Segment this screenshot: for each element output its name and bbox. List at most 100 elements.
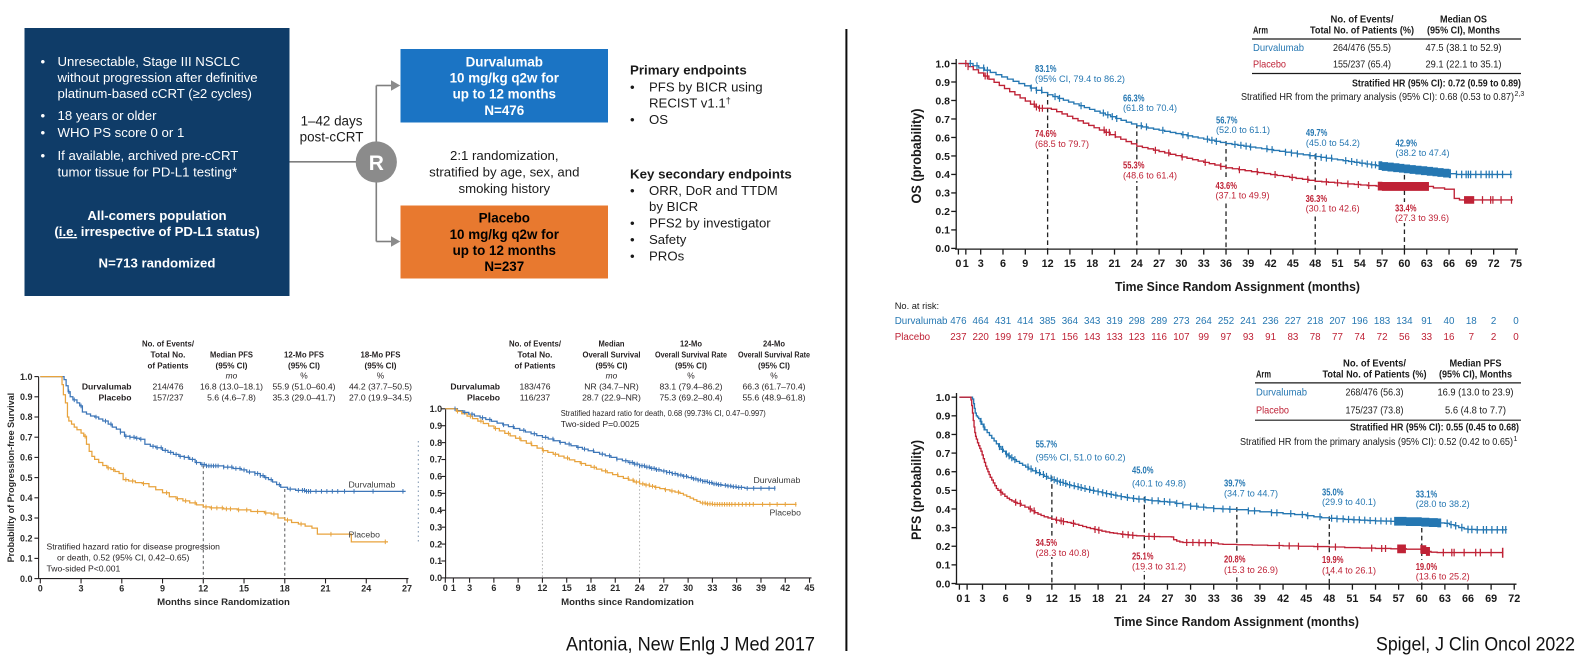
svg-text:WHO PS score 0 or 1: WHO PS score 0 or 1	[58, 125, 185, 140]
svg-text:0.6: 0.6	[936, 467, 951, 479]
svg-text:93: 93	[1243, 332, 1254, 343]
svg-text:(68.5 to 79.7): (68.5 to 79.7)	[1035, 138, 1089, 149]
svg-text:39: 39	[1254, 593, 1266, 605]
svg-text:143: 143	[1084, 332, 1101, 343]
svg-text:N=237: N=237	[484, 259, 524, 274]
svg-text:0.0: 0.0	[20, 574, 33, 584]
svg-text:27: 27	[1161, 593, 1173, 605]
svg-text:9: 9	[1022, 258, 1028, 270]
svg-text:Stratified hazard ratio for de: Stratified hazard ratio for death, 0.68 …	[561, 408, 766, 418]
svg-text:Two-sided P=0.0025: Two-sided P=0.0025	[561, 419, 640, 429]
svg-text:35.0%: 35.0%	[1322, 487, 1344, 498]
svg-text:Placebo: Placebo	[467, 392, 500, 402]
svg-text:0.9: 0.9	[935, 77, 950, 89]
svg-text:83: 83	[1287, 332, 1298, 343]
svg-text:20.8%: 20.8%	[1224, 555, 1246, 566]
svg-text:72: 72	[1508, 593, 1520, 605]
svg-text:Total No.: Total No.	[151, 349, 186, 359]
svg-text:Probability of Progression-fre: Probability of Progression-free Survival	[6, 393, 16, 563]
svg-text:36: 36	[732, 583, 742, 593]
svg-text:42: 42	[1265, 258, 1277, 270]
svg-text:stratified by age, sex, and: stratified by age, sex, and	[429, 165, 579, 180]
svg-text:Stratified HR (95% CI): 0.55 (: Stratified HR (95% CI): 0.55 (0.45 to 0.…	[1350, 423, 1519, 434]
svg-text:24: 24	[1138, 593, 1150, 605]
svg-text:156: 156	[1062, 332, 1079, 343]
svg-text:218: 218	[1307, 316, 1324, 327]
svg-text:43.6%: 43.6%	[1216, 181, 1238, 192]
svg-text:51: 51	[1346, 593, 1358, 605]
svg-text:179: 179	[1017, 332, 1033, 343]
svg-text:47.5 (38.1 to 52.9): 47.5 (38.1 to 52.9)	[1426, 43, 1502, 54]
svg-text:Key secondary endpoints: Key secondary endpoints	[630, 167, 792, 182]
svg-text:0.3: 0.3	[935, 188, 950, 200]
svg-text:264: 264	[1196, 316, 1213, 327]
svg-text:(34.7 to 44.7): (34.7 to 44.7)	[1224, 487, 1278, 498]
svg-text:431: 431	[995, 316, 1011, 327]
svg-text:33: 33	[1421, 332, 1432, 343]
svg-text:Arm: Arm	[1256, 370, 1271, 381]
svg-text:(28.3 to 40.8): (28.3 to 40.8)	[1036, 547, 1090, 558]
svg-text:60: 60	[1416, 593, 1428, 605]
svg-text:0.8: 0.8	[936, 429, 951, 441]
svg-text:72: 72	[1377, 332, 1388, 343]
svg-text:PFS2 by investigator: PFS2 by investigator	[649, 216, 771, 231]
svg-text:16.9 (13.0 to 23.9): 16.9 (13.0 to 23.9)	[1438, 388, 1514, 399]
svg-text:0.5: 0.5	[936, 485, 951, 497]
svg-text:214/476: 214/476	[152, 381, 183, 391]
svg-text:by BICR: by BICR	[649, 199, 698, 214]
svg-text:(95% CI), Months: (95% CI), Months	[1439, 370, 1512, 381]
svg-text:Stratified HR (95% CI): 0.72 (: Stratified HR (95% CI): 0.72 (0.59 to 0.…	[1352, 79, 1521, 90]
svg-text:0.0: 0.0	[430, 573, 443, 583]
svg-text:45: 45	[1300, 593, 1312, 605]
svg-text:Antonia, New Enlg J Med 2017: Antonia, New Enlg J Med 2017	[566, 635, 815, 655]
svg-text:No. of Events/: No. of Events/	[509, 338, 562, 348]
svg-text:mo: mo	[226, 370, 238, 380]
svg-text:476: 476	[950, 316, 967, 327]
svg-text:123: 123	[1129, 332, 1146, 343]
svg-text:33.4%: 33.4%	[1395, 203, 1417, 214]
svg-text:83.1%: 83.1%	[1035, 64, 1057, 75]
svg-text:2: 2	[1491, 332, 1496, 343]
svg-text:49.7%: 49.7%	[1306, 128, 1328, 139]
svg-text:Placebo: Placebo	[479, 211, 530, 226]
svg-text:116/237: 116/237	[520, 392, 551, 402]
svg-text:464: 464	[973, 316, 990, 327]
svg-text:19.0%: 19.0%	[1416, 562, 1438, 573]
svg-text:0.1: 0.1	[936, 560, 951, 572]
svg-text:0.2: 0.2	[20, 533, 33, 543]
svg-text:1.0: 1.0	[935, 58, 950, 70]
svg-text:319: 319	[1106, 316, 1122, 327]
svg-text:0.7: 0.7	[936, 448, 951, 460]
svg-text:Placebo: Placebo	[770, 508, 802, 518]
svg-text:34.5%: 34.5%	[1036, 538, 1058, 549]
svg-text:(37.1 to 49.9): (37.1 to 49.9)	[1216, 190, 1270, 201]
svg-text:Stratified HR from the primary: Stratified HR from the primary analysis …	[1241, 92, 1514, 103]
svg-text:(61.8 to 70.4): (61.8 to 70.4)	[1123, 102, 1177, 113]
svg-text:•: •	[41, 148, 46, 163]
svg-text:199: 199	[995, 332, 1011, 343]
svg-text:0.8: 0.8	[935, 95, 950, 107]
svg-text:18: 18	[1086, 258, 1098, 270]
svg-text:60: 60	[1398, 258, 1410, 270]
svg-text:33: 33	[1198, 258, 1210, 270]
svg-text:27.0 (19.9–34.5): 27.0 (19.9–34.5)	[349, 392, 412, 402]
svg-text:12: 12	[198, 584, 208, 594]
svg-text:16.8 (13.0–18.1): 16.8 (13.0–18.1)	[200, 381, 263, 391]
svg-text:99: 99	[1198, 332, 1209, 343]
svg-text:platinum-based cCRT (≥2 cycles: platinum-based cCRT (≥2 cycles)	[58, 86, 252, 101]
svg-text:%: %	[300, 370, 308, 380]
svg-text:9: 9	[1026, 593, 1032, 605]
svg-text:91: 91	[1421, 316, 1432, 327]
svg-text:Two-sided P<0.001: Two-sided P<0.001	[47, 564, 121, 574]
svg-text:54: 54	[1354, 258, 1366, 270]
svg-text:91: 91	[1265, 332, 1276, 343]
svg-text:If available, archived pre-cCR: If available, archived pre-cCRT	[58, 148, 239, 163]
svg-text:(48.6 to 61.4): (48.6 to 61.4)	[1123, 169, 1177, 180]
svg-text:R: R	[369, 152, 384, 175]
svg-text:116: 116	[1151, 332, 1167, 343]
svg-text:55.7%: 55.7%	[1036, 440, 1058, 451]
svg-text:0.0: 0.0	[936, 578, 951, 590]
svg-text:227: 227	[1285, 316, 1301, 327]
svg-text:10 mg/kg q2w for: 10 mg/kg q2w for	[450, 227, 560, 242]
svg-text:0.9: 0.9	[430, 421, 443, 431]
